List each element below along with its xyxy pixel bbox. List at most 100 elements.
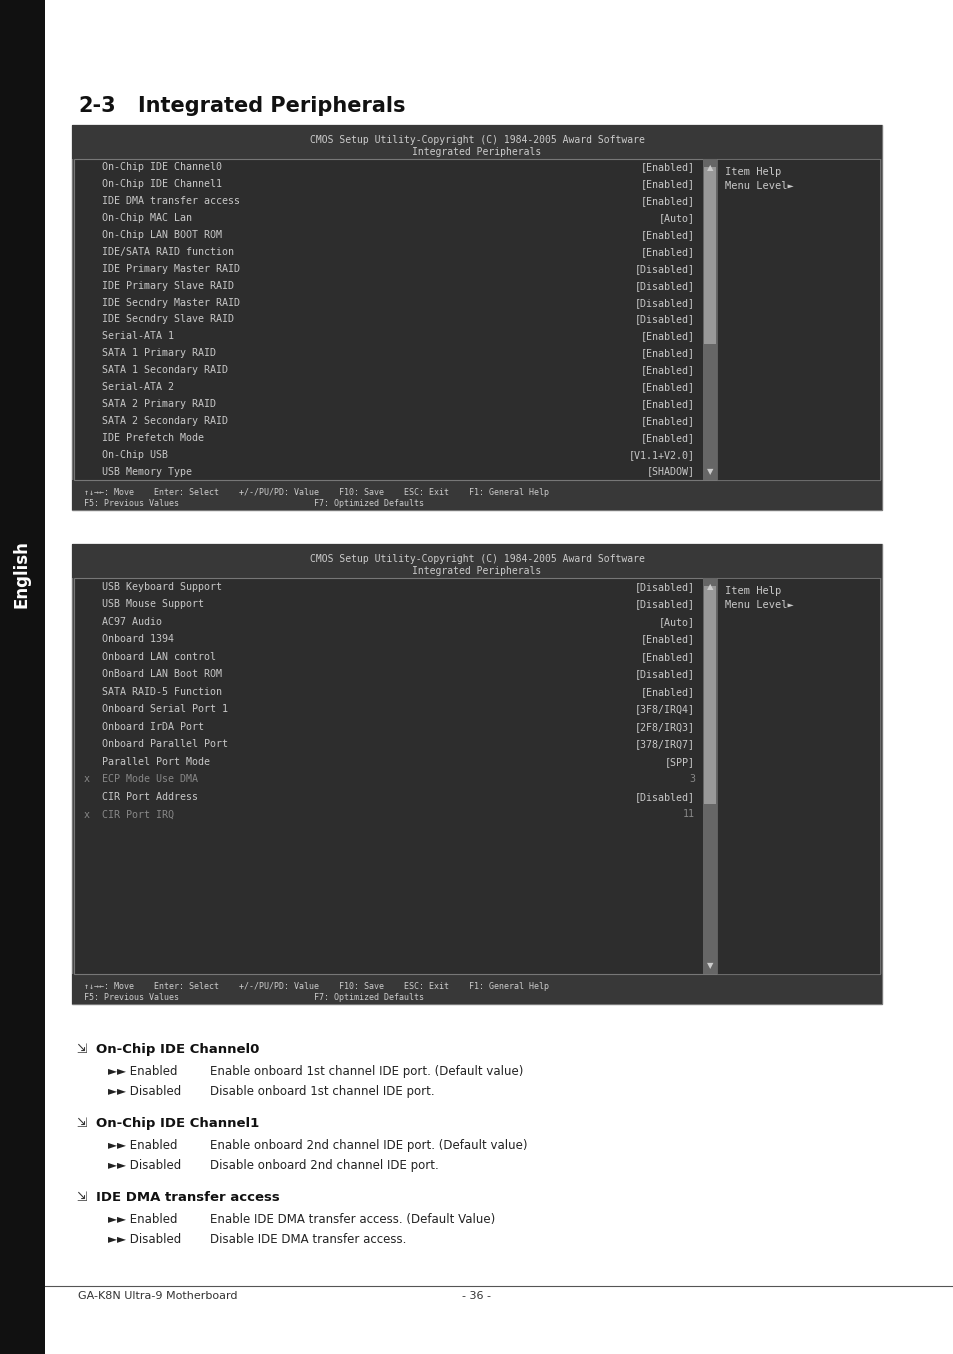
Text: Parallel Port Mode: Parallel Port Mode	[84, 757, 210, 766]
Text: On-Chip IDE Channel1: On-Chip IDE Channel1	[84, 179, 222, 190]
Text: ⇲: ⇲	[76, 1043, 87, 1056]
Text: IDE DMA transfer access: IDE DMA transfer access	[84, 196, 240, 206]
Text: x  CIR Port IRQ: x CIR Port IRQ	[84, 810, 173, 819]
Text: IDE Secndry Slave RAID: IDE Secndry Slave RAID	[84, 314, 233, 325]
Text: [Disabled]: [Disabled]	[635, 280, 695, 291]
Text: SATA 1 Primary RAID: SATA 1 Primary RAID	[84, 348, 215, 359]
Text: F5: Previous Values                           F7: Optimized Defaults: F5: Previous Values F7: Optimized Defaul…	[84, 992, 423, 1002]
Text: [Disabled]: [Disabled]	[635, 792, 695, 802]
Text: [Auto]: [Auto]	[659, 617, 695, 627]
Text: SATA 2 Secondary RAID: SATA 2 Secondary RAID	[84, 416, 228, 427]
Text: Onboard Serial Port 1: Onboard Serial Port 1	[84, 704, 228, 715]
Text: [Disabled]: [Disabled]	[635, 600, 695, 609]
Bar	[74, 578, 879, 974]
Text: AC97 Audio: AC97 Audio	[84, 617, 162, 627]
Text: GA-K8N Ultra-9 Motherboard: GA-K8N Ultra-9 Motherboard	[78, 1290, 237, 1301]
Bar	[71, 974, 882, 1005]
Text: [Enabled]: [Enabled]	[640, 382, 695, 393]
Bar	[74, 158, 879, 481]
Text: [Enabled]: [Enabled]	[640, 179, 695, 190]
Text: OnBoard LAN Boot ROM: OnBoard LAN Boot ROM	[84, 669, 222, 680]
Bar	[71, 125, 882, 510]
Text: [SHADOW]: [SHADOW]	[646, 467, 695, 477]
Text: On-Chip IDE Channel1: On-Chip IDE Channel1	[96, 1117, 259, 1131]
Text: [Disabled]: [Disabled]	[635, 582, 695, 592]
Text: Enable onboard 1st channel IDE port. (Default value): Enable onboard 1st channel IDE port. (De…	[210, 1066, 523, 1078]
Text: [Enabled]: [Enabled]	[640, 366, 695, 375]
Text: Serial-ATA 2: Serial-ATA 2	[84, 382, 173, 393]
Text: F5: Previous Values                           F7: Optimized Defaults: F5: Previous Values F7: Optimized Defaul…	[84, 500, 423, 508]
Text: IDE/SATA RAID function: IDE/SATA RAID function	[84, 246, 233, 257]
Text: ⇲: ⇲	[76, 1117, 87, 1131]
Text: [Disabled]: [Disabled]	[635, 298, 695, 307]
Text: Onboard LAN control: Onboard LAN control	[84, 651, 215, 662]
Text: IDE Prefetch Mode: IDE Prefetch Mode	[84, 433, 204, 443]
Text: [Auto]: [Auto]	[659, 213, 695, 223]
Text: [Enabled]: [Enabled]	[640, 230, 695, 240]
Bar	[717, 578, 879, 974]
Text: CMOS Setup Utility-Copyright (C) 1984-2005 Award Software: CMOS Setup Utility-Copyright (C) 1984-20…	[309, 135, 644, 145]
Text: CIR Port Address: CIR Port Address	[84, 792, 198, 802]
Text: On-Chip IDE Channel0: On-Chip IDE Channel0	[84, 162, 222, 172]
Text: [Enabled]: [Enabled]	[640, 162, 695, 172]
Text: On-Chip IDE Channel0: On-Chip IDE Channel0	[96, 1043, 259, 1056]
Bar	[703, 586, 716, 804]
Text: USB Memory Type: USB Memory Type	[84, 467, 192, 477]
Text: 2-3: 2-3	[78, 96, 115, 116]
Text: [Disabled]: [Disabled]	[635, 314, 695, 325]
Text: [2F8/IRQ3]: [2F8/IRQ3]	[635, 722, 695, 731]
Bar	[703, 167, 716, 344]
Text: ↑↓→←: Move    Enter: Select    +/-/PU/PD: Value    F10: Save    ESC: Exit    F1:: ↑↓→←: Move Enter: Select +/-/PU/PD: Valu…	[84, 487, 548, 497]
Bar	[702, 578, 717, 974]
Bar	[71, 481, 882, 510]
Text: SATA RAID-5 Function: SATA RAID-5 Function	[84, 686, 222, 697]
Text: SATA 2 Primary RAID: SATA 2 Primary RAID	[84, 399, 215, 409]
Text: - 36 -: - 36 -	[462, 1290, 491, 1301]
Text: [V1.1+V2.0]: [V1.1+V2.0]	[628, 450, 695, 459]
Bar	[717, 158, 879, 481]
Text: On-Chip MAC Lan: On-Chip MAC Lan	[84, 213, 192, 223]
Text: ►► Disabled: ►► Disabled	[108, 1085, 181, 1098]
Text: [Enabled]: [Enabled]	[640, 196, 695, 206]
Text: English: English	[13, 540, 30, 608]
Text: Disable onboard 2nd channel IDE port.: Disable onboard 2nd channel IDE port.	[210, 1159, 438, 1173]
Text: ▲: ▲	[706, 582, 713, 590]
Text: USB Mouse Support: USB Mouse Support	[84, 600, 204, 609]
Text: [Disabled]: [Disabled]	[635, 669, 695, 680]
Text: CMOS Setup Utility-Copyright (C) 1984-2005 Award Software: CMOS Setup Utility-Copyright (C) 1984-20…	[309, 554, 644, 565]
Text: [Enabled]: [Enabled]	[640, 686, 695, 697]
Text: [Enabled]: [Enabled]	[640, 416, 695, 427]
Text: Enable IDE DMA transfer access. (Default Value): Enable IDE DMA transfer access. (Default…	[210, 1213, 495, 1225]
Text: ►► Disabled: ►► Disabled	[108, 1233, 181, 1246]
Text: Serial-ATA 1: Serial-ATA 1	[84, 332, 173, 341]
Text: Onboard IrDA Port: Onboard IrDA Port	[84, 722, 204, 731]
Text: [Disabled]: [Disabled]	[635, 264, 695, 274]
Text: [Enabled]: [Enabled]	[640, 332, 695, 341]
Bar	[71, 544, 882, 578]
Bar	[71, 125, 882, 158]
Text: ▼: ▼	[706, 467, 713, 477]
Text: IDE Secndry Master RAID: IDE Secndry Master RAID	[84, 298, 240, 307]
Text: USB Keyboard Support: USB Keyboard Support	[84, 582, 222, 592]
Text: Menu Level►: Menu Level►	[724, 181, 793, 191]
Text: IDE Primary Slave RAID: IDE Primary Slave RAID	[84, 280, 233, 291]
Text: [Enabled]: [Enabled]	[640, 634, 695, 645]
Text: ⇲: ⇲	[76, 1192, 87, 1204]
Text: Menu Level►: Menu Level►	[724, 600, 793, 611]
Text: Enable onboard 2nd channel IDE port. (Default value): Enable onboard 2nd channel IDE port. (De…	[210, 1139, 527, 1152]
Text: 11: 11	[682, 810, 695, 819]
Text: IDE DMA transfer access: IDE DMA transfer access	[96, 1192, 279, 1204]
Text: Disable IDE DMA transfer access.: Disable IDE DMA transfer access.	[210, 1233, 406, 1246]
Text: 3: 3	[688, 774, 695, 784]
Bar	[702, 158, 717, 481]
Text: x  ECP Mode Use DMA: x ECP Mode Use DMA	[84, 774, 198, 784]
Text: ▼: ▼	[706, 961, 713, 969]
Text: [Enabled]: [Enabled]	[640, 348, 695, 359]
Text: [Enabled]: [Enabled]	[640, 433, 695, 443]
Text: [Enabled]: [Enabled]	[640, 651, 695, 662]
Text: ►► Enabled: ►► Enabled	[108, 1213, 177, 1225]
Text: Integrated Peripherals: Integrated Peripherals	[412, 566, 541, 575]
Text: Integrated Peripherals: Integrated Peripherals	[412, 148, 541, 157]
Text: [Enabled]: [Enabled]	[640, 399, 695, 409]
Text: Onboard 1394: Onboard 1394	[84, 634, 173, 645]
